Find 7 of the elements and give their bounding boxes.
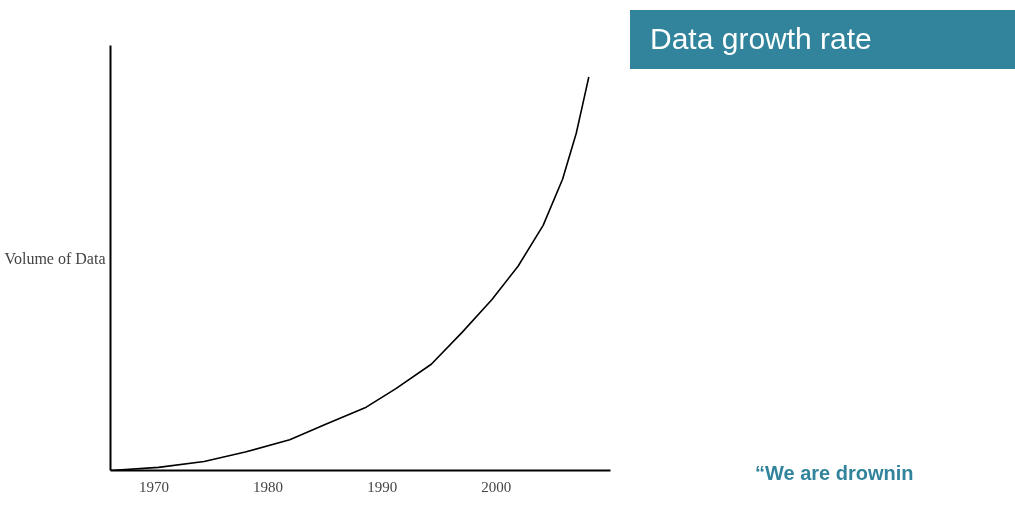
y-axis-title: Volume of Data [4,249,106,267]
x-tick-label: 1970 [138,478,169,495]
text: “We are drownin [755,460,914,486]
x-tick-label: 2000 [481,478,512,495]
x-tick-label: 1980 [253,478,284,495]
x-tick-label: 1990 [367,478,398,495]
text: Data growth rate [650,21,872,57]
